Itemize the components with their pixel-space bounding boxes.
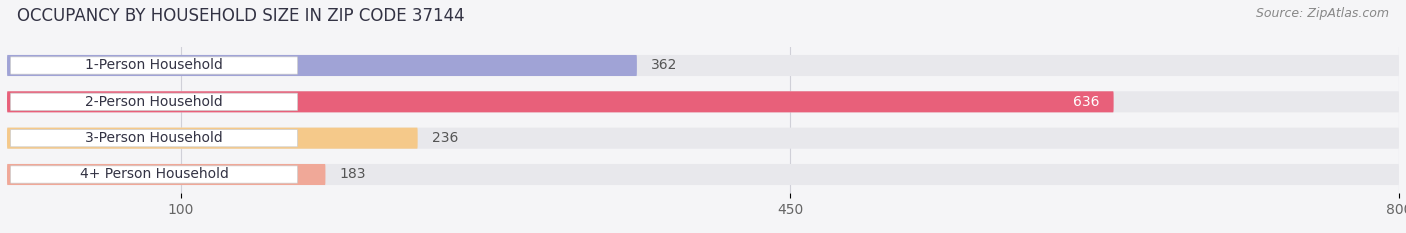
FancyBboxPatch shape (7, 164, 325, 185)
Text: OCCUPANCY BY HOUSEHOLD SIZE IN ZIP CODE 37144: OCCUPANCY BY HOUSEHOLD SIZE IN ZIP CODE … (17, 7, 464, 25)
FancyBboxPatch shape (7, 128, 1399, 149)
Text: Source: ZipAtlas.com: Source: ZipAtlas.com (1256, 7, 1389, 20)
Text: 1-Person Household: 1-Person Household (86, 58, 224, 72)
FancyBboxPatch shape (10, 166, 298, 183)
FancyBboxPatch shape (10, 57, 298, 74)
Text: 3-Person Household: 3-Person Household (86, 131, 224, 145)
FancyBboxPatch shape (10, 93, 298, 110)
Text: 183: 183 (339, 168, 366, 182)
Text: 236: 236 (432, 131, 458, 145)
FancyBboxPatch shape (7, 91, 1399, 112)
Text: 4+ Person Household: 4+ Person Household (80, 168, 229, 182)
FancyBboxPatch shape (7, 55, 637, 76)
FancyBboxPatch shape (7, 55, 1399, 76)
FancyBboxPatch shape (7, 164, 1399, 185)
FancyBboxPatch shape (10, 130, 298, 147)
Text: 636: 636 (1073, 95, 1099, 109)
FancyBboxPatch shape (7, 128, 418, 149)
Text: 362: 362 (651, 58, 678, 72)
Text: 2-Person Household: 2-Person Household (86, 95, 224, 109)
FancyBboxPatch shape (7, 91, 1114, 112)
